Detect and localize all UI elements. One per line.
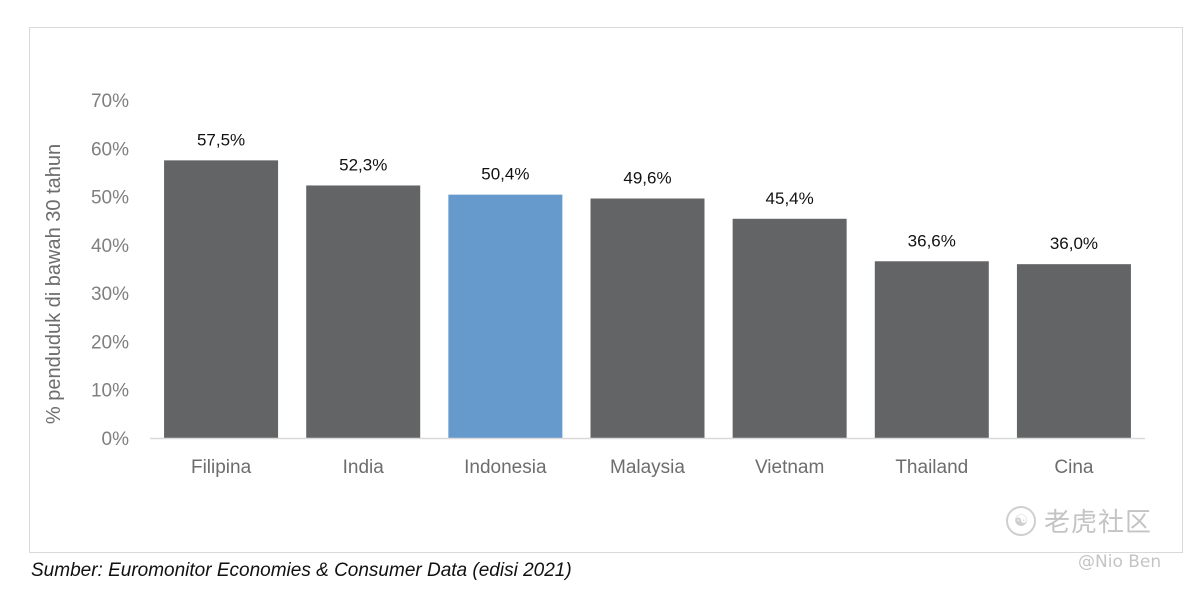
y-tick-label: 70% (91, 91, 129, 112)
y-tick-label: 20% (91, 332, 129, 353)
x-tick-label: Cina (1054, 457, 1094, 478)
bars (164, 160, 1131, 438)
y-tick-label: 30% (91, 284, 129, 305)
data-label: 36,0% (1050, 234, 1098, 253)
data-label: 36,6% (908, 231, 956, 250)
data-label: 49,6% (623, 169, 671, 188)
x-tick-label: Indonesia (464, 457, 547, 478)
data-label: 50,4% (481, 165, 529, 184)
x-tick-label: Thailand (895, 457, 968, 478)
bar (590, 198, 705, 438)
data-label: 45,4% (766, 189, 814, 208)
bar (164, 160, 279, 438)
bar (874, 261, 989, 438)
y-axis-ticks: 0% 10% 20% 30% 40% 50% 60% 70% (91, 91, 129, 450)
x-tick-label: Malaysia (610, 457, 685, 478)
data-labels: 57,5% 52,3% 50,4% 49,6% 45,4% 36,6% 36,0% (197, 130, 1098, 253)
x-tick-label: Filipina (191, 457, 252, 478)
y-tick-label: 10% (91, 381, 129, 402)
watermark: ☯ 老虎社区 (1006, 502, 1152, 539)
bar (1016, 264, 1131, 438)
y-tick-label: 60% (91, 139, 129, 160)
y-axis-title: % penduduk di bawah 30 tahun (43, 144, 65, 424)
data-label: 57,5% (197, 130, 245, 149)
x-tick-label: India (343, 457, 385, 478)
bar (448, 194, 563, 438)
watermark-author: @Nio Ben (1078, 552, 1162, 572)
y-tick-label: 40% (91, 236, 129, 257)
x-tick-label: Vietnam (755, 457, 824, 478)
watermark-brand: 老虎社区 (1044, 508, 1153, 538)
source-note: Sumber: Euromonitor Economies & Consumer… (31, 560, 572, 581)
bar (306, 185, 421, 438)
bar (732, 218, 847, 438)
x-axis-labels: Filipina India Indonesia Malaysia Vietnam Tha… (191, 457, 1094, 478)
data-label: 52,3% (339, 155, 387, 174)
tiger-swirl-icon: ☯ (1006, 505, 1036, 536)
y-tick-label: 0% (102, 429, 130, 450)
y-tick-label: 50% (91, 188, 129, 209)
